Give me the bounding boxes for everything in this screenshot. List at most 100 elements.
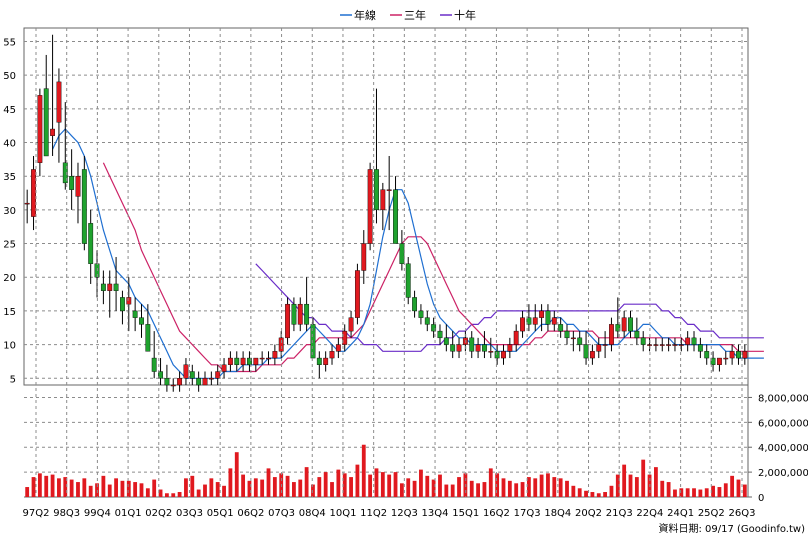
volume-bar xyxy=(317,477,322,497)
volume-bar xyxy=(260,479,265,497)
volume-bar xyxy=(203,484,207,497)
candle-body xyxy=(37,95,43,163)
candle-body xyxy=(488,351,494,353)
volume-bar xyxy=(196,489,201,497)
candle-body xyxy=(227,357,233,365)
candle-body xyxy=(710,357,716,365)
volume-bar xyxy=(82,478,87,497)
volume-bar xyxy=(253,478,258,497)
volume-bar xyxy=(482,482,487,497)
volume-bar xyxy=(139,483,144,497)
candle-body xyxy=(526,317,532,325)
volume-bar xyxy=(558,478,563,497)
x-tick-label: 06Q2 xyxy=(237,508,264,519)
candle-body xyxy=(551,317,557,325)
candle-body xyxy=(412,297,418,312)
footer-note: 資料日期: 09/17 (Goodinfo.tw) xyxy=(658,522,805,535)
candle-body xyxy=(164,378,170,386)
candle-body xyxy=(234,357,240,365)
volume-bar xyxy=(63,477,68,497)
candle-body xyxy=(139,317,144,325)
x-tick-label: 03Q3 xyxy=(176,508,203,519)
volume-bar xyxy=(37,473,42,497)
candle-body xyxy=(609,324,614,345)
volume-bar xyxy=(723,483,728,497)
x-tick-label: 25Q2 xyxy=(698,508,725,519)
volume-bar xyxy=(533,478,538,497)
candle-body xyxy=(399,243,405,264)
candle-body xyxy=(240,357,246,365)
x-tick-label: 08Q4 xyxy=(299,508,326,519)
candle-body xyxy=(50,128,56,136)
volume-bar xyxy=(666,482,671,497)
candle-body xyxy=(202,378,208,386)
candle-body xyxy=(532,317,538,325)
volume-bar xyxy=(495,473,500,497)
candle-body xyxy=(564,330,570,339)
volume-bar xyxy=(711,485,715,497)
x-tick-label: 20Q2 xyxy=(575,508,602,519)
volume-bar xyxy=(228,468,233,497)
candle-body xyxy=(418,310,424,318)
price-panel: 5 10 15 20 25 30 35 40 45 50 55 xyxy=(3,27,764,392)
candle-body xyxy=(647,344,652,346)
candle-body xyxy=(634,330,640,339)
volume-bar xyxy=(450,484,455,497)
volume-bar xyxy=(431,479,436,497)
x-tick-label: 02Q2 xyxy=(145,508,172,519)
volume-bar xyxy=(342,473,347,497)
candle-body xyxy=(666,344,672,346)
volume-bar xyxy=(584,490,588,497)
volume-bar xyxy=(304,467,309,497)
candle-body xyxy=(132,310,138,318)
price-tick-label: 5 xyxy=(10,374,16,385)
volume-bar xyxy=(171,493,176,497)
candle-body xyxy=(456,344,462,352)
x-tick-label: 26Q3 xyxy=(729,508,756,519)
candle-body xyxy=(151,357,157,372)
x-tick-label: 11Q2 xyxy=(360,508,387,519)
candle-body xyxy=(24,202,30,205)
volume-bar xyxy=(209,478,214,497)
volume-bar xyxy=(266,468,271,497)
volume-bar xyxy=(679,488,684,497)
volume-bar xyxy=(660,480,665,497)
volume-bar xyxy=(107,484,112,497)
volume-tick-label: 8,000,000 xyxy=(758,393,808,404)
x-tick-label: 12Q3 xyxy=(391,508,418,519)
volume-bar xyxy=(336,469,341,497)
x-tick-label: 21Q3 xyxy=(606,508,633,519)
volume-bar xyxy=(190,475,195,497)
x-tick-label: 99Q4 xyxy=(84,508,111,519)
x-tick-label: 18Q4 xyxy=(544,508,571,519)
candle-body xyxy=(545,310,551,325)
volume-bar xyxy=(272,477,277,497)
volume-bar xyxy=(44,475,49,497)
volume-bar xyxy=(241,474,246,497)
x-tick-label: 22Q4 xyxy=(636,508,663,519)
volume-tick-label: 4,000,000 xyxy=(758,443,808,454)
volume-bar xyxy=(654,467,658,497)
price-tick-label: 35 xyxy=(3,172,16,183)
candle-body xyxy=(310,324,316,359)
x-axis: 97Q2 98Q3 99Q4 01Q1 02Q2 03Q3 05Q1 06Q2 07Q3 08Q4… xyxy=(23,28,756,519)
candle-body xyxy=(278,337,284,352)
candle-body xyxy=(100,283,106,291)
volume-bar xyxy=(634,477,639,497)
candle-body xyxy=(685,337,691,345)
candle-body xyxy=(361,243,367,271)
candle-body xyxy=(81,169,87,244)
volume-bar xyxy=(514,483,519,497)
volume-bar xyxy=(742,484,747,497)
volume-bar xyxy=(571,485,576,497)
volume-bar xyxy=(546,473,550,497)
volume-bar xyxy=(184,478,188,497)
candle-body xyxy=(304,303,310,325)
volume-bar xyxy=(476,483,480,497)
candle-body xyxy=(348,317,354,332)
volume-tick-label: 0 xyxy=(758,493,764,504)
volume-bar xyxy=(622,464,627,497)
volume-bar xyxy=(330,482,334,497)
volume-bar xyxy=(736,479,741,497)
volume-bar xyxy=(374,468,379,497)
